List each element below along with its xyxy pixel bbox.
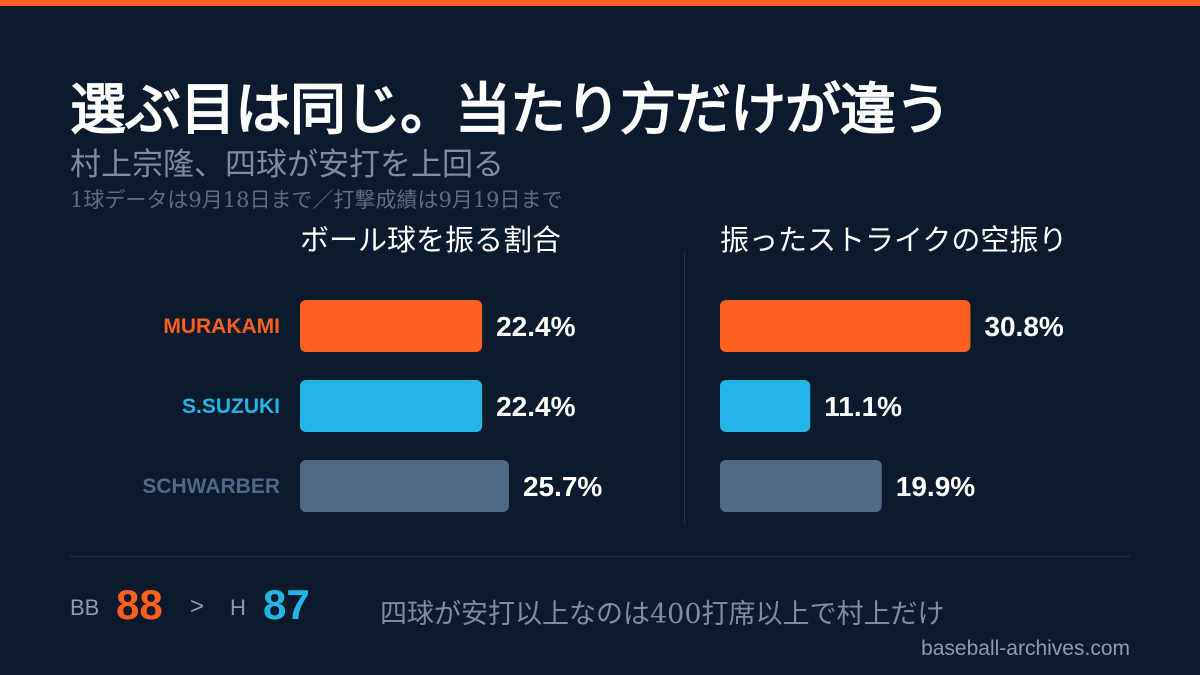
footer-divider bbox=[70, 556, 1130, 557]
hits-value: 87 bbox=[263, 581, 310, 628]
walks-value: 88 bbox=[116, 581, 163, 628]
chase-bar-murakami bbox=[300, 300, 483, 352]
accent-top-bar bbox=[0, 0, 1200, 6]
whiff-rate-panel-title: 振ったストライクの空振り bbox=[720, 223, 1068, 257]
chase-value-label-suzuki: 22.4% bbox=[496, 391, 575, 422]
player-label-murakami: MURAKAMI bbox=[163, 315, 280, 338]
chase-value-label-schwarber: 25.7% bbox=[523, 471, 602, 502]
chase-bar-suzuki bbox=[300, 380, 483, 432]
footer-note: 四球が安打以上なのは400打席以上で村上だけ bbox=[380, 599, 945, 630]
player-label-schwarber: SCHWARBER bbox=[142, 475, 280, 498]
walks-label: BB bbox=[70, 595, 100, 620]
whiff-bar-suzuki bbox=[720, 380, 811, 432]
page-subtitle: 村上宗隆、四球が安打を上回る bbox=[70, 147, 504, 183]
whiff-bar-murakami bbox=[720, 300, 971, 352]
whiff-value-label-suzuki: 11.1% bbox=[824, 391, 902, 422]
chase-rate-panel-title: ボール球を振る割合 bbox=[300, 223, 562, 257]
chase-value-label-murakami: 22.4% bbox=[496, 311, 575, 342]
hits-label: H bbox=[230, 595, 246, 620]
whiff-value-label-schwarber: 19.9% bbox=[896, 471, 975, 502]
whiff-bar-schwarber bbox=[720, 460, 882, 512]
panel-divider bbox=[684, 252, 685, 524]
whiff-value-label-murakami: 30.8% bbox=[984, 311, 1063, 342]
player-label-suzuki: S.SUZUKI bbox=[181, 395, 280, 418]
data-date-note: 1球データは9月18日まで／打撃成績は9月19日まで bbox=[70, 188, 563, 212]
source-credit: baseball-archives.com bbox=[921, 637, 1130, 660]
chase-bar-schwarber bbox=[300, 460, 509, 512]
page-title: 選ぶ目は同じ。当たり方だけが違う bbox=[70, 77, 951, 143]
greater-than-sign: > bbox=[190, 593, 205, 620]
